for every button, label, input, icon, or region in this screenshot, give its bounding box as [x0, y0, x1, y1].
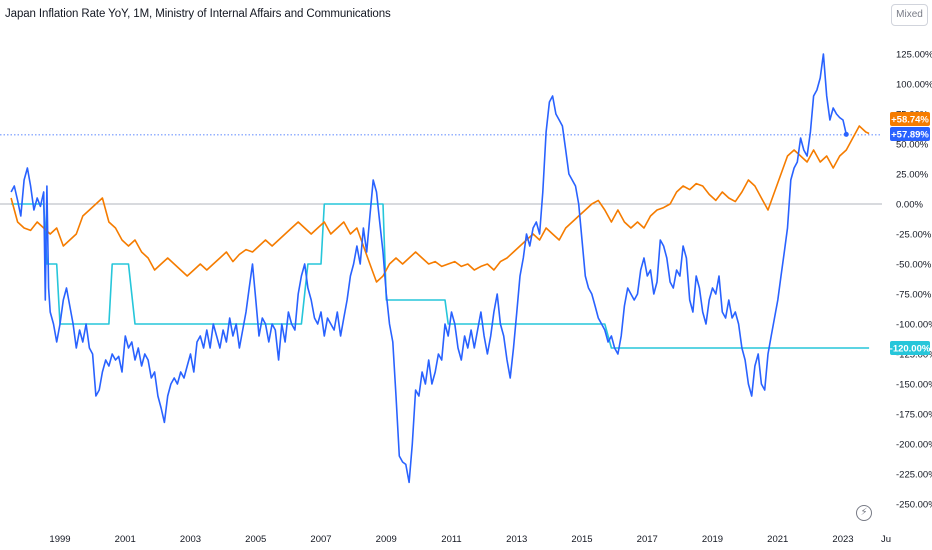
- y-tick-label: -100.00%: [896, 320, 932, 331]
- y-tick-label: 50.00%: [896, 140, 929, 151]
- blue-price-label-badge: [890, 127, 930, 141]
- y-tick-label: -50.00%: [896, 260, 932, 271]
- y-tick-label: -200.00%: [896, 440, 932, 451]
- x-tick-label: 2011: [441, 534, 461, 545]
- blue-end-marker: [843, 131, 849, 137]
- x-tick-label: 1999: [49, 534, 70, 545]
- y-tick-label: -250.00%: [896, 500, 932, 511]
- y-tick-label: -25.00%: [896, 230, 932, 241]
- x-tick-label: 2019: [702, 534, 723, 545]
- y-tick-label: 0.00%: [896, 200, 923, 211]
- y-tick-label: -225.00%: [896, 470, 932, 481]
- tradingview-logo-icon[interactable]: ⚡: [856, 505, 872, 521]
- teal-price-label-text: -120.00%: [890, 344, 931, 355]
- x-tick-label: 2017: [637, 534, 658, 545]
- series-line-2: [11, 203, 870, 349]
- scale-mode-button[interactable]: Mixed: [891, 4, 928, 26]
- y-tick-label: 125.00%: [896, 50, 932, 61]
- x-tick-label: 2005: [245, 534, 266, 545]
- y-tick-label: 25.00%: [896, 170, 929, 181]
- x-tick-label: 2015: [571, 534, 592, 545]
- y-tick-label: 100.00%: [896, 80, 932, 91]
- x-tick-label: 2009: [376, 534, 397, 545]
- x-axis: 1999 2001 2003 2005 2007 2009 2011 2013 2015 2017…: [49, 534, 891, 545]
- x-tick-label: 2003: [180, 534, 201, 545]
- series-line-0: [10, 53, 848, 484]
- x-tick-label: 2001: [115, 534, 136, 545]
- y-tick-label: -75.00%: [896, 290, 932, 301]
- blue-price-label-text: +57.89%: [891, 130, 929, 141]
- x-tick-label: 2021: [767, 534, 788, 545]
- price-labels: +58.74% +57.89% -120.00%: [890, 112, 931, 355]
- x-tick-label: 2013: [506, 534, 527, 545]
- y-tick-label: -175.00%: [896, 410, 932, 421]
- teal-price-label-badge: [890, 341, 930, 355]
- x-tick-label: 2023: [832, 534, 853, 545]
- y-tick-label: -150.00%: [896, 380, 932, 391]
- orange-price-label-text: +58.74%: [891, 115, 929, 126]
- chart-title: Japan Inflation Rate YoY, 1M, Ministry o…: [5, 8, 391, 20]
- x-tick-label: 2007: [310, 534, 331, 545]
- x-tick-label: Ju: [881, 534, 891, 545]
- series-line-1: [10, 125, 870, 283]
- orange-price-label-badge: [890, 112, 930, 126]
